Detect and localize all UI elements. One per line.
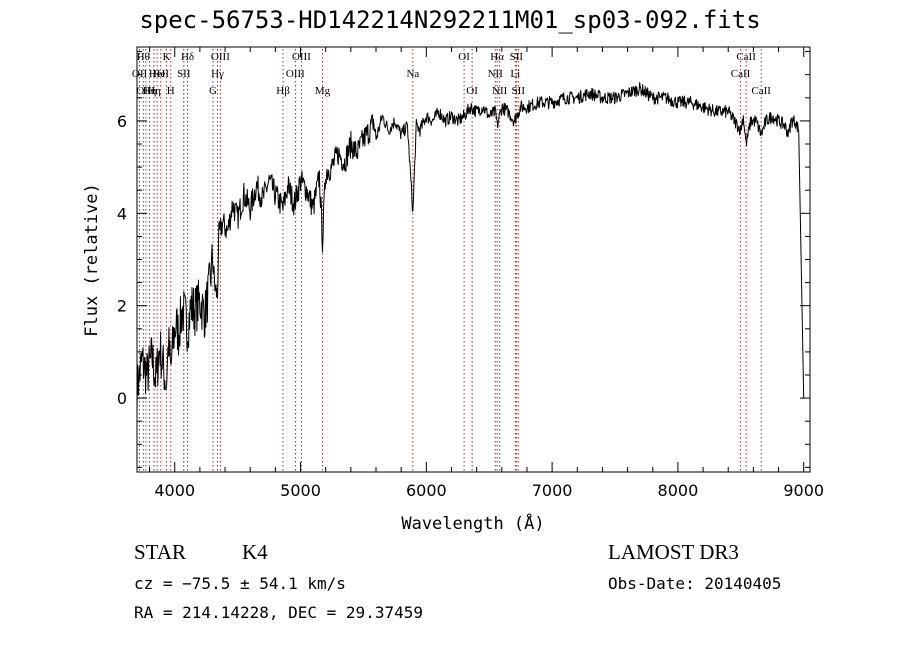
line-label: Na (406, 68, 419, 80)
line-label: HeI (153, 68, 170, 80)
redshift-cz: cz = −75.5 ± 54.1 km/s (134, 574, 346, 593)
x-tick-label: 5000 (280, 481, 321, 500)
line-label: OIII (292, 51, 311, 63)
line-labels: OIIHθOIIIHηHηHeIHeIKHHδSIIGHγOIIIHβOIIIO… (132, 51, 771, 97)
obs-date: Obs-Date: 20140405 (608, 574, 782, 593)
line-markers (139, 49, 762, 472)
line-label: Hη (147, 85, 161, 97)
chart-title: spec-56753-HD142214N292211M01_sp03-092.f… (139, 6, 761, 34)
axis-ticks: 4000 5000 6000 7000 8000 9000 0 2 4 6 (117, 47, 824, 500)
line-label: Hβ (276, 85, 290, 97)
line-label: OIII (136, 85, 155, 97)
line-label: H (167, 85, 175, 97)
line-label: Hα (490, 51, 504, 63)
line-label: OIII (211, 51, 230, 63)
object-subclass: K4 (242, 540, 268, 564)
x-axis-label: Wavelength (Å) (401, 512, 544, 534)
x-tick-label: 7000 (532, 481, 573, 500)
survey-name: LAMOST DR3 (608, 540, 739, 564)
y-axis-label: Flux (relative) (82, 183, 102, 337)
line-label: Li (510, 68, 520, 80)
x-tick-label: 8000 (658, 481, 699, 500)
x-tick-label: 4000 (154, 481, 195, 500)
line-label: Mg (315, 85, 331, 97)
line-label: OIII (286, 68, 305, 80)
line-label: CaII (751, 85, 771, 97)
line-label: CaII (736, 51, 756, 63)
x-tick-label: 9000 (783, 481, 824, 500)
line-label: SII (177, 68, 191, 80)
line-label: K (162, 51, 170, 63)
line-label: SII (510, 51, 524, 63)
line-label: Hθ (137, 51, 150, 63)
y-tick-label: 4 (117, 204, 127, 223)
y-tick-label: 6 (117, 112, 127, 131)
line-label: NII (488, 68, 504, 80)
line-label: Hη (143, 85, 157, 97)
spectrum-series (136, 82, 805, 415)
line-label: Hδ (181, 51, 194, 63)
y-tick-label: 0 (117, 389, 127, 408)
line-label: HeI (149, 68, 166, 80)
spectrum-line (136, 82, 805, 415)
object-class: STAR (134, 540, 186, 564)
line-label: NII (492, 85, 508, 97)
line-label: G (209, 85, 217, 97)
line-label: OI (458, 51, 470, 63)
ra-dec: RA = 214.14228, DEC = 29.37459 (134, 603, 423, 622)
line-label: Hγ (211, 68, 224, 80)
x-tick-label: 6000 (406, 481, 447, 500)
line-label: SII (512, 85, 526, 97)
line-label: OI (466, 85, 478, 97)
line-label: CaII (731, 68, 751, 80)
y-tick-label: 2 (117, 297, 127, 316)
line-label: OII (132, 68, 148, 80)
